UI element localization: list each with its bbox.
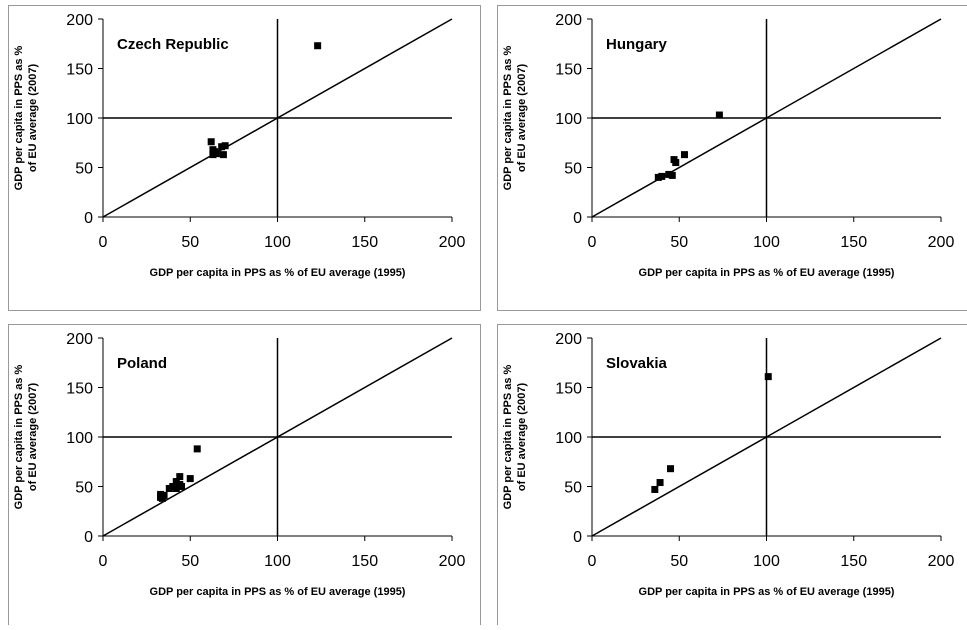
x-tick-label: 100 xyxy=(264,234,291,251)
x-tick-label: 200 xyxy=(928,234,955,251)
y-axis-label: of EU average (2007) xyxy=(27,383,39,492)
x-tick-label: 150 xyxy=(351,234,378,251)
point xyxy=(651,486,658,493)
y-tick-label: 150 xyxy=(555,381,582,398)
point xyxy=(681,151,688,158)
point xyxy=(169,483,176,490)
point xyxy=(765,373,772,380)
x-tick-label: 50 xyxy=(181,234,199,251)
point xyxy=(208,138,215,145)
x-tick-label: 150 xyxy=(351,553,378,570)
panel: 0 50 100 150 200 0 50 100 150 200 Poland GDP per ca… xyxy=(9,325,481,626)
y-tick-label: 50 xyxy=(564,161,582,178)
x-tick-label: 50 xyxy=(670,553,688,570)
x-tick-label: 0 xyxy=(99,553,108,570)
y-tick-label: 0 xyxy=(573,529,582,546)
point xyxy=(672,159,679,166)
point xyxy=(194,445,201,452)
y-tick-label: 100 xyxy=(66,111,93,128)
y-tick-label: 0 xyxy=(84,529,93,546)
point xyxy=(314,42,321,49)
x-tick-label: 100 xyxy=(264,553,291,570)
point xyxy=(222,142,229,149)
panel-title: Slovakia xyxy=(606,355,668,372)
x-tick-label: 50 xyxy=(670,234,688,251)
panel-frame xyxy=(9,325,481,626)
y-axis-label: GDP per capita in PPS as % xyxy=(13,364,25,509)
x-tick-label: 200 xyxy=(928,553,955,570)
x-tick-label: 200 xyxy=(439,234,466,251)
point xyxy=(187,475,194,482)
point xyxy=(161,492,168,499)
x-tick-label: 50 xyxy=(181,553,199,570)
x-tick-label: 200 xyxy=(439,553,466,570)
x-tick-label: 0 xyxy=(588,553,597,570)
y-tick-label: 0 xyxy=(84,210,93,227)
y-tick-label: 200 xyxy=(66,331,93,348)
point xyxy=(669,172,676,179)
x-axis-label: GDP per capita in PPS as % of EU average… xyxy=(150,267,406,279)
x-axis-label: GDP per capita in PPS as % of EU average… xyxy=(639,586,895,598)
y-tick-label: 100 xyxy=(555,430,582,447)
panel: 0 50 100 150 200 0 50 100 150 200 Slovakia GDP per … xyxy=(498,325,967,626)
y-tick-label: 200 xyxy=(555,12,582,29)
y-tick-label: 150 xyxy=(555,62,582,79)
y-axis-label: GDP per capita in PPS as % xyxy=(13,45,25,190)
y-tick-label: 50 xyxy=(75,480,93,497)
point xyxy=(657,479,664,486)
panel-title: Hungary xyxy=(606,36,668,53)
point xyxy=(716,112,723,119)
panel-frame xyxy=(498,6,967,311)
y-axis-label: of EU average (2007) xyxy=(516,64,528,173)
x-tick-label: 100 xyxy=(753,234,780,251)
x-tick-label: 150 xyxy=(840,234,867,251)
panel-frame xyxy=(9,6,481,311)
y-axis-label: GDP per capita in PPS as % xyxy=(502,45,514,190)
point xyxy=(220,151,227,158)
y-axis-label: GDP per capita in PPS as % xyxy=(502,364,514,509)
x-tick-label: 0 xyxy=(99,234,108,251)
point xyxy=(667,465,674,472)
x-tick-label: 100 xyxy=(753,553,780,570)
y-tick-label: 200 xyxy=(555,331,582,348)
panel: 0 50 100 150 200 0 50 100 150 200 Czech Republic GD… xyxy=(9,6,481,311)
y-tick-label: 0 xyxy=(573,210,582,227)
panel-title: Poland xyxy=(117,355,167,372)
y-tick-label: 100 xyxy=(555,111,582,128)
y-tick-label: 150 xyxy=(66,62,93,79)
y-axis-label: of EU average (2007) xyxy=(516,383,528,492)
point xyxy=(178,483,185,490)
point xyxy=(658,173,665,180)
panel-frame xyxy=(498,325,967,626)
y-tick-label: 50 xyxy=(564,480,582,497)
y-tick-label: 200 xyxy=(66,12,93,29)
x-axis-label: GDP per capita in PPS as % of EU average… xyxy=(150,586,406,598)
panel: 0 50 100 150 200 0 50 100 150 200 Hungary GDP per c… xyxy=(498,6,967,311)
y-axis-label: of EU average (2007) xyxy=(27,64,39,173)
y-tick-label: 100 xyxy=(66,430,93,447)
x-tick-label: 0 xyxy=(588,234,597,251)
x-axis-label: GDP per capita in PPS as % of EU average… xyxy=(639,267,895,279)
panel-title: Czech Republic xyxy=(117,36,229,53)
y-tick-label: 150 xyxy=(66,381,93,398)
x-tick-label: 150 xyxy=(840,553,867,570)
y-tick-label: 50 xyxy=(75,161,93,178)
point xyxy=(209,151,216,158)
